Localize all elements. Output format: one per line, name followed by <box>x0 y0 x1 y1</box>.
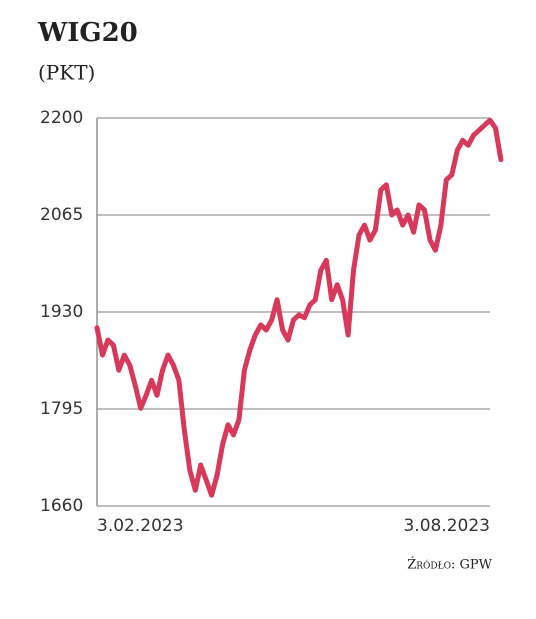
y-tick-label: 1795 <box>40 399 83 419</box>
x-tick-label: 3.02.2023 <box>97 516 184 536</box>
y-tick-label: 2065 <box>40 205 83 225</box>
line <box>94 117 504 498</box>
chart-title: WIG20 <box>37 18 138 48</box>
chart-subtitle: (PKT) <box>38 61 95 85</box>
source: Źródło: GPW <box>407 557 492 573</box>
y-tick-label: 1930 <box>40 302 83 322</box>
y-tick-label: 1660 <box>40 496 83 516</box>
x-tick-label: 3.08.2023 <box>403 516 490 536</box>
y-tick-label: 2200 <box>40 108 83 128</box>
